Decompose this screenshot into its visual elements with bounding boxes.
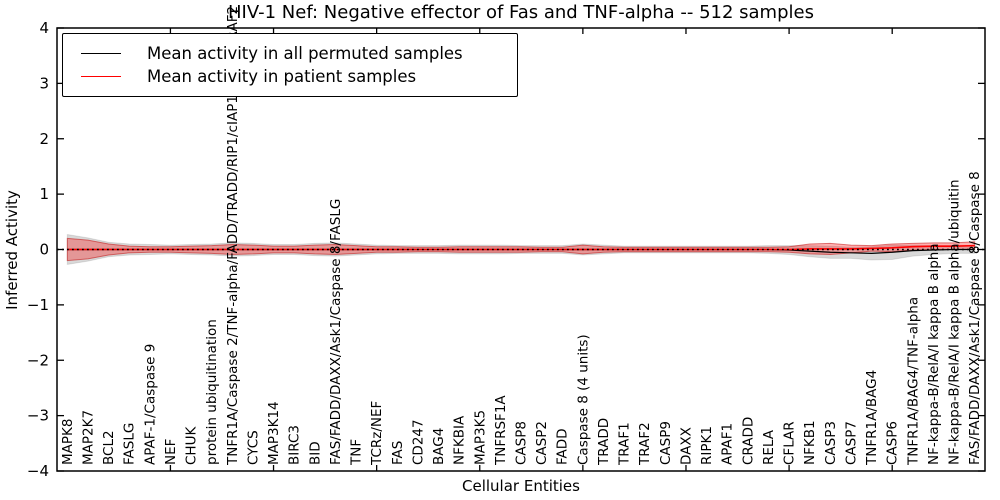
y-tick-label: −1 [27,296,49,314]
x-tick-label: CASP2 [534,421,550,465]
x-tick-label: CASP3 [823,421,839,465]
y-tick-label: 1 [39,185,49,203]
patient-line-swatch [81,76,121,77]
y-tick-label: 3 [39,74,49,92]
x-tick-label: RELA [761,429,777,465]
x-tick-label: FADD [555,428,571,465]
y-tick-label: −3 [27,407,49,425]
x-tick-label: RIPK1 [699,426,715,465]
legend: Mean activity in all permuted samples Me… [62,33,518,97]
x-tick-label: CASP6 [885,421,901,465]
x-tick-label: NFKBIA [452,415,468,465]
x-axis-label: Cellular Entities [462,477,580,495]
x-tick-label: TNFR1A/BAG4/TNF-alpha [905,297,921,466]
legend-label-patient: Mean activity in patient samples [147,67,417,86]
x-tick-label: MAP3K5 [472,410,488,465]
permuted-line-swatch [81,53,121,54]
y-tick-label: −4 [27,462,49,480]
x-tick-label: BID [307,441,323,465]
chart-title: HIV-1 Nef: Negative effector of Fas and … [228,2,814,23]
x-tick-label: APAF1 [720,423,736,465]
x-tick-label: FAS [390,441,406,465]
x-tick-label: TNF [349,439,365,466]
legend-item-patient: Mean activity in patient samples [81,67,509,86]
x-tick-label: BCL2 [101,430,117,465]
x-tick-label: NEF [163,439,179,465]
y-tick-label: 2 [39,130,49,148]
x-tick-label: FAS/FADD/DAXX/Ask1/Caspase 8/Caspase 8 [967,171,983,465]
x-tick-label: TNFR1A/Caspase 2/TNF-alpha/FADD/TRADD/RI… [225,6,241,466]
x-tick-label: CHUK [184,426,200,465]
x-tick-label: MAPK8 [60,419,76,465]
x-tick-label: TCRz/NEF [369,401,385,466]
x-tick-label: BIRC3 [287,425,303,465]
x-tick-label: NF-kappa-B/RelA/I kappa B alpha [926,243,942,465]
y-tick-label: −2 [27,351,49,369]
y-tick-label: 0 [39,241,49,259]
legend-label-permuted: Mean activity in all permuted samples [147,44,463,63]
x-tick-label: Caspase 8 (4 units) [575,334,591,465]
x-tick-label: CYCS [245,430,261,465]
x-tick-label: TNFRSF1A [493,395,509,466]
x-tick-label: CASP8 [514,421,530,465]
x-tick-label: TRAF1 [617,422,633,466]
x-tick-label: FASLG [122,423,138,465]
legend-item-permuted: Mean activity in all permuted samples [81,44,509,63]
y-tick-label: 4 [39,19,49,37]
x-tick-label: MAP2K7 [80,410,96,465]
x-tick-label: DAXX [678,427,694,465]
x-tick-label: CD247 [410,419,426,465]
x-tick-label: CASP7 [843,421,859,465]
x-tick-label: MAP3K14 [266,401,282,465]
x-tick-label: CASP9 [658,421,674,465]
x-tick-label: CFLAR [782,421,798,465]
x-tick-label: CRADD [740,417,756,465]
x-tick-label: protein ubiquitination [204,319,220,465]
x-tick-label: TRADD [596,418,612,466]
y-axis-label: Inferred Activity [3,190,21,310]
x-tick-label: TNFR1A/BAG4 [864,370,880,466]
x-tick-label: FAS/FADD/DAXX/Ask1/Caspase 8/FASLG [328,199,344,465]
x-tick-label: APAF-1/Caspase 9 [142,344,158,465]
x-tick-label: NFKB1 [802,420,818,465]
x-tick-label: BAG4 [431,428,447,465]
x-tick-label: TRAF2 [637,422,653,466]
x-tick-label: NF-kappa-B/RelA/I kappa B alpha/ubiquiti… [947,179,963,465]
